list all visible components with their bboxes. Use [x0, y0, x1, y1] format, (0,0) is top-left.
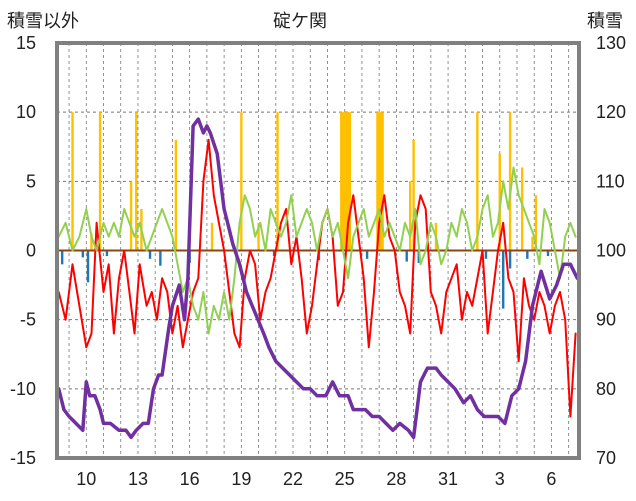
x-tick-label: 13	[128, 469, 148, 489]
snowfall-bar	[377, 112, 381, 251]
precip-bar	[526, 250, 529, 259]
snowfall-bar	[508, 112, 512, 251]
snowfall-bar	[90, 233, 93, 251]
snowfall-bar	[174, 139, 178, 251]
snowfall-bar	[276, 112, 279, 251]
x-tick-label: 19	[231, 469, 251, 489]
precip-bar	[484, 250, 488, 259]
precip-bar	[272, 250, 276, 257]
left-tick-label: -5	[20, 310, 36, 330]
snow_depth-line	[56, 117, 580, 440]
left-tick-label: -10	[10, 379, 36, 399]
left-axis-ticks: 15 10 5 0 -5 -10 -15	[10, 33, 36, 468]
precip-bar	[365, 250, 369, 259]
snowfall-bar	[340, 112, 343, 251]
line-layer	[56, 117, 580, 440]
precip-bar	[546, 250, 550, 257]
x-tick-label: 3	[495, 469, 505, 489]
snowfall-bar	[98, 112, 102, 251]
precip-bar	[501, 250, 505, 309]
snowfall-bar	[129, 181, 133, 251]
x-tick-label: 28	[386, 469, 406, 489]
snowfall-bar	[71, 112, 74, 251]
precip-bar	[60, 250, 64, 265]
snowfall-bar	[531, 236, 534, 251]
x-tick-label: 16	[180, 469, 200, 489]
precip-bar	[86, 250, 90, 283]
x-tick-label: 6	[546, 469, 556, 489]
snowfall-bar	[381, 112, 384, 251]
left-tick-label: 15	[16, 33, 36, 53]
snowfall-bar	[135, 112, 138, 251]
snowfall-bar	[210, 222, 214, 251]
snowfall-bar	[257, 222, 260, 251]
x-tick-label: 10	[76, 469, 96, 489]
snowfall-bar	[476, 112, 479, 251]
left-tick-label: 5	[26, 171, 36, 191]
chart-title: 碇ケ関	[273, 11, 327, 32]
snowfall-bar	[520, 167, 524, 251]
right-axis-label: 積雪	[587, 11, 623, 32]
snowfall-bar	[412, 139, 415, 251]
right-tick-label: 100	[596, 241, 626, 261]
x-tick-label: 25	[335, 469, 355, 489]
left-tick-label: -15	[10, 448, 36, 468]
bar-layer	[60, 112, 550, 309]
right-tick-label: 130	[596, 33, 626, 53]
snowfall-bar	[343, 112, 346, 251]
snowfall-bar	[376, 112, 379, 251]
precip-bar	[81, 250, 85, 258]
snowfall-bar	[534, 195, 538, 251]
precip-bar	[405, 250, 408, 262]
snowfall-bar	[348, 112, 352, 251]
precip-bar	[105, 250, 109, 257]
left-axis-label: 積雪以外	[7, 11, 79, 32]
precip-bar	[508, 250, 512, 269]
right-tick-label: 80	[596, 379, 616, 399]
right-tick-label: 110	[596, 171, 625, 191]
snowfall-bar	[240, 112, 243, 251]
precip-bar	[159, 250, 162, 266]
right-tick-label: 120	[596, 102, 626, 122]
snowfall-bar	[345, 112, 348, 251]
left-tick-label: 0	[26, 241, 36, 261]
plot-frame	[55, 41, 581, 460]
right-axis-ticks: 130 120 110 100 90 80 70	[596, 33, 626, 468]
humidity_like-line	[57, 166, 577, 335]
x-axis-ticks: 10 13 16 19 22 25 28 31 3 6	[76, 469, 556, 489]
precip-bar	[148, 250, 152, 259]
left-tick-label: 10	[16, 102, 36, 122]
precip-bar	[417, 250, 420, 263]
right-tick-label: 70	[596, 448, 616, 468]
x-tick-label: 31	[438, 469, 458, 489]
snowfall-bar	[408, 181, 412, 251]
snowfall-bar	[346, 112, 350, 251]
snowfall-bar	[341, 112, 345, 251]
right-tick-label: 90	[596, 310, 616, 330]
snowfall-bar	[379, 112, 383, 251]
x-tick-label: 22	[283, 469, 303, 489]
